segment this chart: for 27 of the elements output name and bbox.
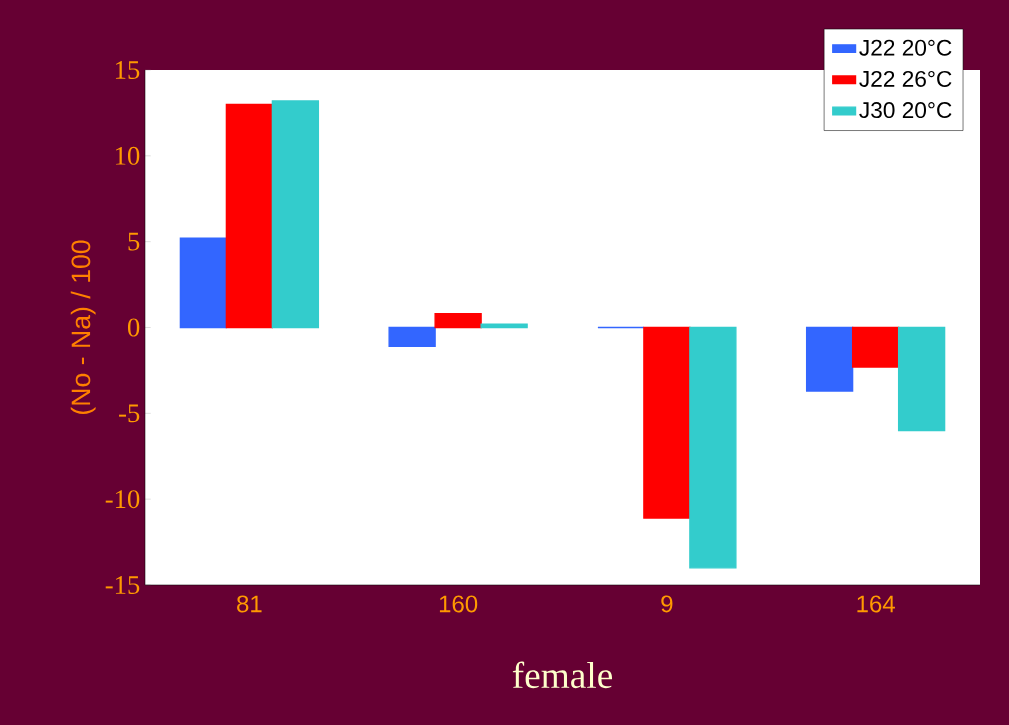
x-axis-title: female xyxy=(512,661,612,689)
x-tick-label: 160 xyxy=(439,595,478,613)
y-axis-title: (No - Na) / 100 xyxy=(70,240,96,415)
x-tick-label: 164 xyxy=(857,595,895,613)
bar xyxy=(434,313,482,329)
bar xyxy=(851,326,900,368)
x-tick-label: 9 xyxy=(661,595,673,613)
bar xyxy=(271,100,320,329)
bar xyxy=(225,103,274,329)
y-tick-label: -5 xyxy=(119,404,140,423)
y-tick-label: -10 xyxy=(105,490,140,509)
bar xyxy=(689,326,737,569)
legend-label: J22 26°C xyxy=(859,70,952,87)
y-tick-label: 0 xyxy=(127,318,140,337)
y-tick-label: -15 xyxy=(105,576,140,594)
x-tick-label: 81 xyxy=(237,595,262,613)
y-tick-label: 10 xyxy=(115,146,140,165)
bar xyxy=(480,323,528,329)
bar xyxy=(643,326,691,519)
y-tick-label: 15 xyxy=(115,61,140,79)
y-tick-label: 5 xyxy=(128,232,140,251)
legend-label: J30 20°C xyxy=(859,102,952,119)
legend-label: J22 20°C xyxy=(859,39,952,56)
bar xyxy=(179,237,228,329)
bar xyxy=(805,326,854,392)
bar xyxy=(388,326,436,348)
bar xyxy=(897,326,946,432)
